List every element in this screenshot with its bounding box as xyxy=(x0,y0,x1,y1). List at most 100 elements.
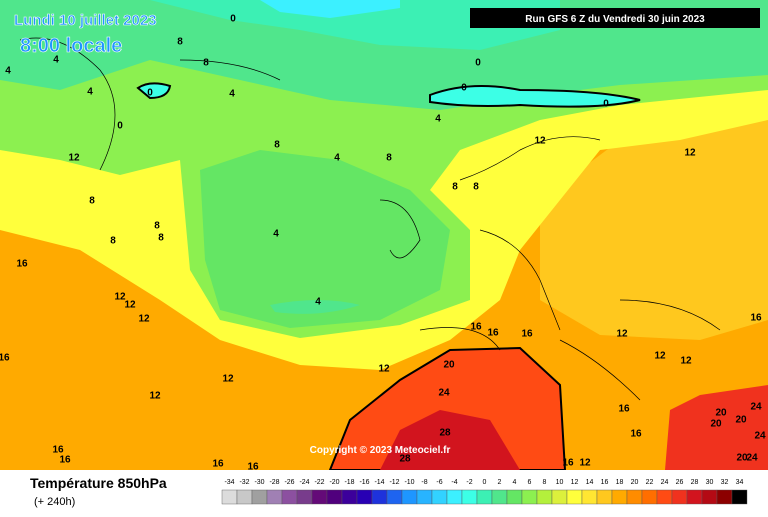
scale-label: 4 xyxy=(513,479,517,486)
contour-label: 8 xyxy=(386,153,392,164)
scale-swatch xyxy=(326,489,343,505)
scale-label: -30 xyxy=(254,479,264,486)
scale-label: -8 xyxy=(421,479,427,486)
contour-label: 8 xyxy=(89,196,95,207)
contour-label: 4 xyxy=(229,89,235,100)
contour-label: 4 xyxy=(273,229,279,240)
map-background xyxy=(0,0,768,471)
scale-swatch xyxy=(476,489,493,505)
scale-label: 22 xyxy=(646,479,654,486)
contour-label: 24 xyxy=(746,453,758,464)
contour-label: 16 xyxy=(212,459,224,470)
scale-swatch xyxy=(536,489,553,505)
contour-label: 12 xyxy=(579,458,591,469)
scale-swatch xyxy=(311,489,328,505)
scale-swatch xyxy=(431,489,448,505)
date: Lundi 10 juillet 2023 xyxy=(14,12,157,29)
contour-label: 4 xyxy=(334,153,340,164)
scale-swatch xyxy=(626,489,643,505)
scale-label: -24 xyxy=(299,479,309,486)
contour-label: 8 xyxy=(177,37,183,48)
contour-label: 24 xyxy=(754,431,766,442)
scale-label: 8 xyxy=(543,479,547,486)
contour-label: 12 xyxy=(149,391,161,402)
scale-swatch xyxy=(506,489,523,505)
contour-label: 16 xyxy=(521,329,533,340)
contour-label: 16 xyxy=(470,322,482,333)
scale-swatch xyxy=(341,489,358,505)
scale-swatch xyxy=(371,489,388,505)
scale-label: -6 xyxy=(436,479,442,486)
contour-label: 4 xyxy=(435,114,441,125)
scale-label: -34 xyxy=(224,479,234,486)
contour-label: 12 xyxy=(114,292,126,303)
contour-label: 16 xyxy=(247,462,259,473)
copyright: Copyright © 2023 Meteociel.fr xyxy=(310,445,451,456)
color-scale: -34 -32 -30 -28 -26 -24 -22 -20 -18 -16 -14 -12 -10-… xyxy=(221,479,748,505)
contour-label: 4 xyxy=(5,66,11,77)
scale-swatch xyxy=(266,489,283,505)
scale-swatch xyxy=(686,489,703,505)
contour-label: 28 xyxy=(399,454,411,465)
scale-swatch xyxy=(446,489,463,505)
contour-label: 12 xyxy=(616,329,628,340)
scale-label: -4 xyxy=(451,479,457,486)
contour-label: 12 xyxy=(654,351,666,362)
region xyxy=(380,410,520,470)
contour-label: 28 xyxy=(439,428,451,439)
scale-label: -22 xyxy=(314,479,324,486)
contour-label: 16 xyxy=(16,259,28,270)
contour-label: 16 xyxy=(750,313,762,324)
contour-label: 12 xyxy=(68,153,80,164)
time: 8:00 locale xyxy=(20,35,122,57)
scale-swatch xyxy=(671,489,688,505)
scale-label: 0 xyxy=(483,479,487,486)
region xyxy=(136,82,172,100)
contour-label: 12 xyxy=(138,314,150,325)
scale-label: 24 xyxy=(661,479,669,486)
scale-label: 32 xyxy=(721,479,729,486)
scale-label: -26 xyxy=(284,479,294,486)
scale-swatch xyxy=(251,489,268,505)
legend-lead: (+ 240h) xyxy=(34,496,75,508)
contour-label: 8 xyxy=(473,182,479,193)
scale-swatch xyxy=(641,489,658,505)
scale-swatch xyxy=(656,489,673,505)
scale-label: -32 xyxy=(239,479,249,486)
scale-swatch xyxy=(401,489,418,505)
scale-swatch xyxy=(566,489,583,505)
region xyxy=(260,0,400,18)
scale-swatch xyxy=(281,489,298,505)
scale-swatch xyxy=(611,489,628,505)
contour-label: 4 xyxy=(53,55,59,66)
contour-label: 0 xyxy=(147,88,153,99)
contour-label: 24 xyxy=(438,388,450,399)
scale-swatch xyxy=(551,489,568,505)
scale-label: 12 xyxy=(571,479,579,486)
scale-swatch xyxy=(731,489,748,505)
contour-label: 12 xyxy=(684,148,696,159)
scale-swatch xyxy=(296,489,313,505)
contour-label: 16 xyxy=(618,404,630,415)
scale-label: 20 xyxy=(631,479,639,486)
contour-label: 24 xyxy=(750,402,762,413)
contour-label: 16 xyxy=(487,328,499,339)
scale-label: 34 xyxy=(736,479,744,486)
scale-label: -28 xyxy=(269,479,279,486)
contour-label: 16 xyxy=(0,353,10,364)
scale-swatch xyxy=(221,489,238,505)
contour-label: 0 xyxy=(117,121,123,132)
scale-label: -16 xyxy=(359,479,369,486)
contour-label: 8 xyxy=(154,221,160,232)
scale-label: 16 xyxy=(601,479,609,486)
scale-label: -10 xyxy=(404,479,414,486)
scale-label: 26 xyxy=(676,479,684,486)
scale-swatch xyxy=(701,489,718,505)
contour-label: 8 xyxy=(274,140,280,151)
scale-label: 6 xyxy=(528,479,532,486)
scale-swatch xyxy=(491,489,508,505)
contour-label: 8 xyxy=(110,236,116,247)
scale-label: -12 xyxy=(389,479,399,486)
